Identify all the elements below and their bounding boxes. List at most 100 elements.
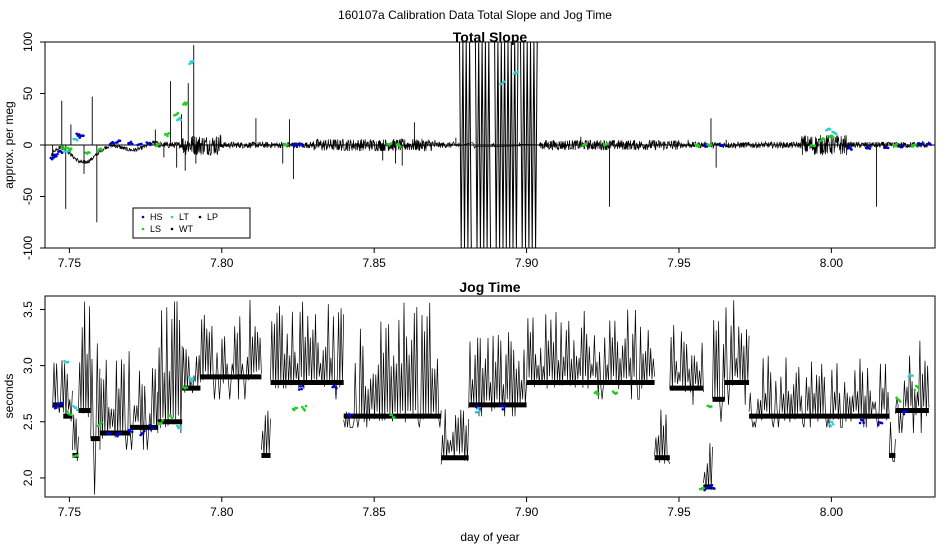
data-point-lt: [831, 422, 835, 426]
x-tick-label: 7.85: [362, 505, 386, 519]
y-tick-label: 0: [21, 141, 35, 148]
x-tick-label: 7.90: [515, 256, 539, 270]
data-point-hs: [300, 143, 303, 146]
jog-time-segment: [78, 301, 92, 418]
data-point-hs: [880, 421, 884, 425]
data-point-hs: [713, 487, 716, 490]
data-point-ls: [167, 132, 171, 135]
total-slope-ylabel: approx. per meg: [2, 101, 16, 188]
legend-entry-lp: LP: [207, 212, 218, 222]
data-point-hs: [297, 388, 301, 391]
data-point-hs: [295, 144, 299, 147]
data-point-lt: [830, 420, 834, 424]
total-slope-y-axis: -100 -50 0 50 100: [21, 32, 45, 260]
jog-time-segment: [712, 319, 726, 422]
data-point-hs: [109, 431, 113, 435]
y-tick-label: 3.5: [21, 301, 35, 318]
data-point-hs: [502, 405, 506, 408]
jog-time-segment: [895, 340, 930, 434]
data-point-ls: [594, 390, 598, 394]
x-tick-label: 7.75: [58, 505, 82, 519]
legend-entry-ls: LS: [150, 224, 161, 234]
y-tick-label: -50: [21, 188, 35, 206]
data-point-hs: [877, 423, 880, 427]
figure-title: 160107a Calibration Data Total Slope and…: [338, 8, 612, 22]
x-tick-label: 7.95: [667, 256, 691, 270]
data-point-hs: [706, 485, 710, 489]
data-point-ls: [63, 146, 67, 150]
jog-time-segment: [129, 367, 159, 450]
data-point-hs: [500, 404, 503, 408]
data-point-ls: [76, 454, 79, 457]
data-point-lt: [828, 128, 832, 131]
data-point-lt: [179, 426, 183, 429]
data-point-lt: [191, 59, 195, 63]
jog-time-segment: [526, 309, 655, 400]
data-point-hs: [867, 145, 870, 148]
data-point-hs: [128, 429, 132, 433]
data-point-ls: [286, 143, 289, 146]
data-point-hs: [722, 144, 725, 147]
data-point-ls: [709, 405, 713, 408]
data-point-lt: [179, 118, 183, 122]
data-point-ls: [709, 143, 713, 146]
data-point-hs: [129, 427, 133, 431]
data-point-ls: [895, 142, 899, 146]
data-point-hs: [868, 147, 872, 150]
data-point-hs: [901, 410, 904, 414]
data-point-hs: [300, 387, 303, 391]
data-point-hs: [152, 426, 155, 430]
data-point-lt: [66, 150, 70, 153]
data-point-lt: [74, 406, 78, 409]
data-point-hs: [917, 142, 921, 145]
legend-marker-wt: [170, 227, 174, 231]
legend-marker-hs: [141, 215, 145, 219]
data-point-ls: [392, 416, 396, 419]
data-point-hs: [143, 429, 146, 433]
legend-marker-lt: [170, 215, 174, 219]
data-point-lt: [76, 408, 79, 412]
jog-time-ylabel: seconds: [2, 374, 16, 419]
data-point-hs: [850, 148, 853, 151]
data-point-hs: [350, 413, 353, 417]
data-point-hs: [129, 140, 133, 144]
burst-mark: [459, 41, 472, 249]
jog-time-panel: Jog Time seconds 2.02.53.03.5 7.75 7.80 7.…: [2, 279, 936, 519]
data-point-hs: [929, 143, 933, 146]
data-point-ls: [697, 144, 701, 148]
jog-time-title: Jog Time: [459, 279, 520, 295]
data-point-hs: [301, 384, 305, 388]
data-point-hs: [75, 132, 78, 136]
data-point-hs: [858, 421, 862, 425]
jog-time-segment: [703, 443, 713, 491]
data-point-lt: [829, 424, 833, 428]
jog-time-y-axis: 2.0 2.5 3.0 3.5: [21, 301, 45, 486]
data-point-ls: [61, 145, 64, 148]
x-tick-label: 7.95: [667, 505, 691, 519]
y-tick-label: 3.0: [21, 357, 35, 374]
data-point-ls: [293, 408, 296, 412]
jog-time-segment: [261, 410, 271, 456]
data-point-lt: [188, 375, 191, 379]
jog-time-segment: [200, 299, 262, 400]
y-tick-label: -100: [21, 236, 35, 260]
data-point-lt: [477, 407, 480, 410]
jog-time-segment: [270, 301, 345, 400]
jog-time-plot-frame: [44, 295, 936, 498]
data-point-hs: [299, 384, 302, 388]
x-tick-label: 7.75: [58, 256, 82, 270]
x-tick-label: 7.90: [515, 505, 539, 519]
data-point-hs: [54, 155, 58, 158]
data-point-ls: [615, 391, 619, 395]
jog-time-segment: [440, 409, 470, 465]
legend-entry-hs: HS: [150, 212, 163, 222]
data-point-ls: [169, 414, 172, 418]
data-point-hs: [56, 152, 59, 156]
data-point-lt: [178, 116, 182, 120]
x-tick-label: 7.80: [210, 505, 234, 519]
data-point-ls: [813, 144, 817, 147]
data-point-ls: [67, 147, 71, 151]
jog-time-segment: [157, 301, 183, 434]
data-point-ls: [911, 145, 915, 148]
